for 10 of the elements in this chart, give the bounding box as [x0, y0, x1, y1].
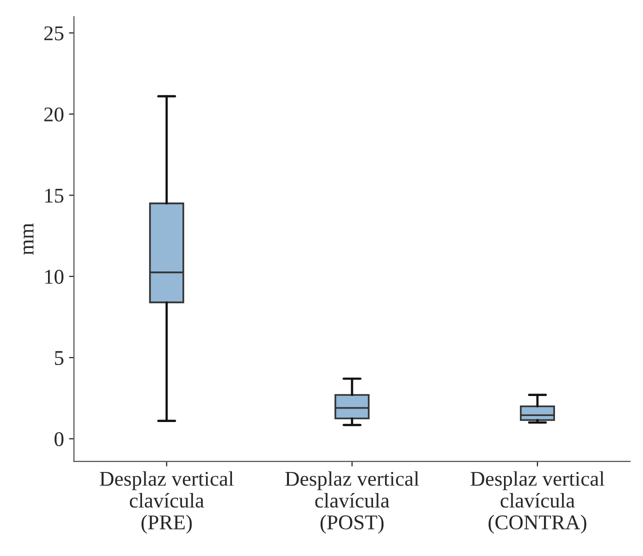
x-tick-label: Desplaz vertical clavícula (POST): [285, 471, 420, 534]
y-tick-label: 20: [44, 107, 64, 122]
y-tick-label: 10: [45, 270, 64, 284]
x-tick-label: Desplaz vertical clavícula (PRE): [100, 471, 234, 534]
y-axis-title: mm: [24, 223, 34, 255]
y-tick-label: 15: [45, 188, 64, 203]
x-tick-label: Desplaz vertical clavícula (CONTRA): [470, 471, 604, 534]
y-tick-label: 25: [44, 26, 64, 40]
y-tick-label: 5: [55, 351, 64, 366]
y-tick-label: 0: [54, 432, 64, 446]
